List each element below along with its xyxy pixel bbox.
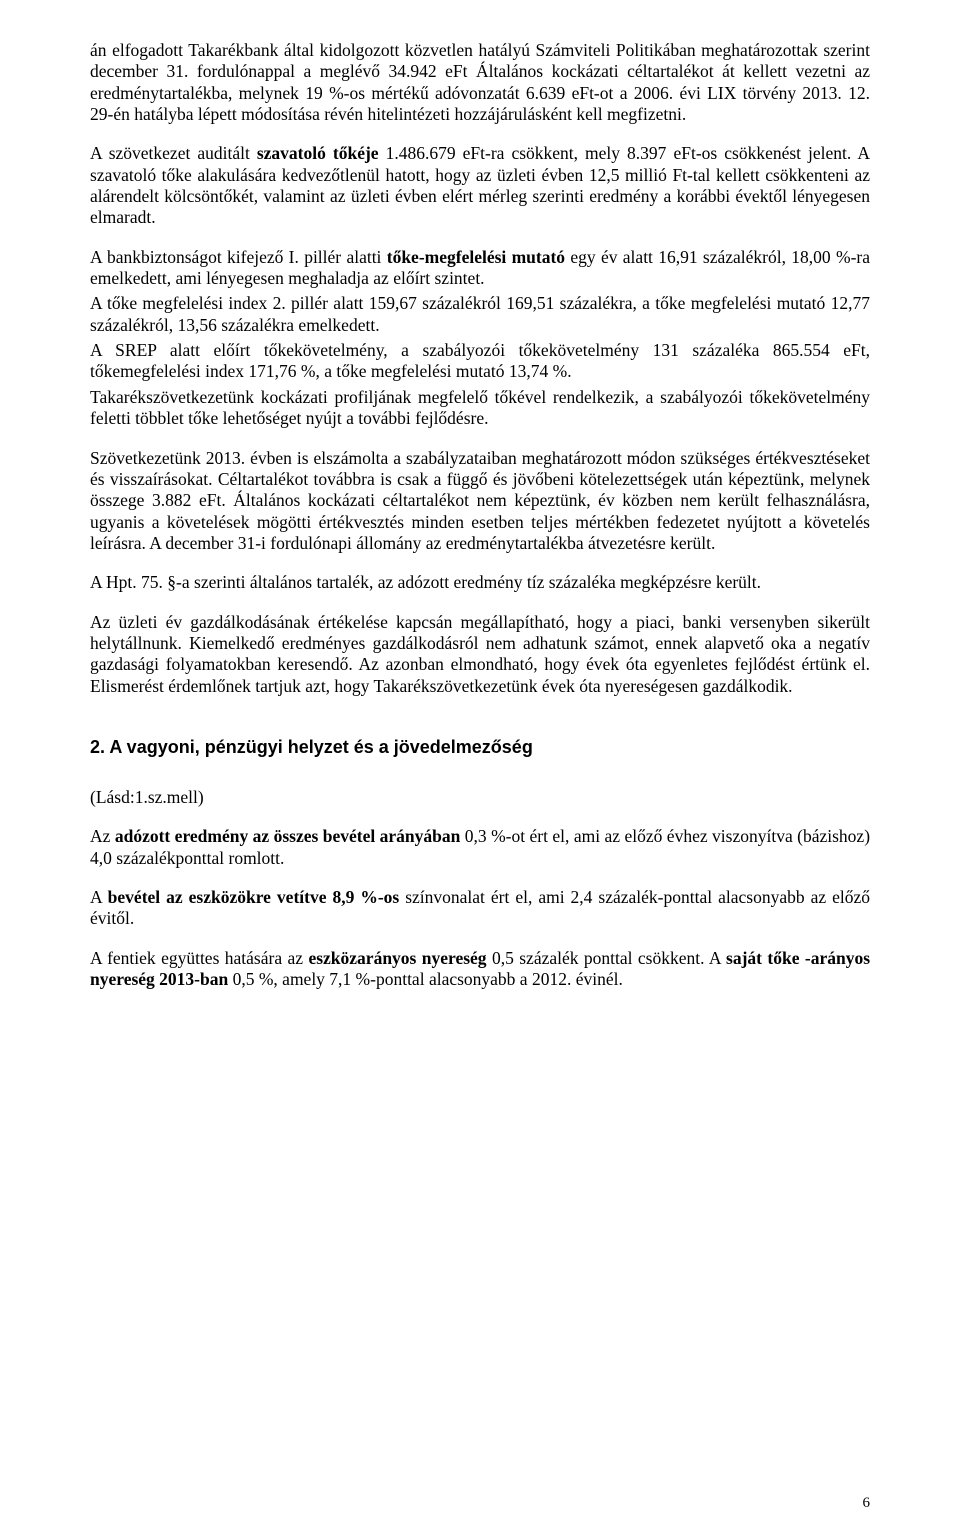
text-run: 0,5 százalék ponttal csökkent. A bbox=[487, 948, 726, 968]
bold-text: adózott eredmény az összes bevétel arány… bbox=[115, 826, 461, 846]
bold-text: bevétel az eszközökre vetítve 8,9 %-os bbox=[108, 887, 400, 907]
paragraph: A fentiek együttes hatására az eszközará… bbox=[90, 948, 870, 991]
paragraph: Az adózott eredmény az összes bevétel ar… bbox=[90, 826, 870, 869]
text-run: 0,5 %, amely 7,1 %-ponttal alacsonyabb a… bbox=[228, 969, 623, 989]
document-page: án elfogadott Takarékbank által kidolgoz… bbox=[0, 0, 960, 1537]
paragraph: A bankbiztonságot kifejező I. pillér ala… bbox=[90, 247, 870, 290]
paragraph: Szövetkezetünk 2013. évben is elszámolta… bbox=[90, 448, 870, 555]
section-heading: 2. A vagyoni, pénzügyi helyzet és a jöve… bbox=[90, 737, 870, 759]
paragraph: A tőke megfelelési index 2. pillér alatt… bbox=[90, 293, 870, 336]
text-run: A fentiek együttes hatására az bbox=[90, 948, 308, 968]
paragraph: A Hpt. 75. §-a szerinti általános tartal… bbox=[90, 572, 870, 593]
page-number: 6 bbox=[863, 1494, 871, 1512]
paragraph: Takarékszövetkezetünk kockázati profiljá… bbox=[90, 387, 870, 430]
bold-text: tőke-megfelelési mutató bbox=[387, 247, 565, 267]
bold-text: eszközarányos nyereség bbox=[308, 948, 486, 968]
paragraph: A bevétel az eszközökre vetítve 8,9 %-os… bbox=[90, 887, 870, 930]
text-run: A szövetkezet auditált bbox=[90, 143, 257, 163]
bold-text: szavatoló tőkéje bbox=[257, 143, 379, 163]
paragraph: (Lásd:1.sz.mell) bbox=[90, 787, 870, 808]
text-run: Az bbox=[90, 826, 115, 846]
paragraph: A SREP alatt előírt tőkekövetelmény, a s… bbox=[90, 340, 870, 383]
text-run: A bankbiztonságot kifejező I. pillér ala… bbox=[90, 247, 387, 267]
paragraph: Az üzleti év gazdálkodásának értékelése … bbox=[90, 612, 870, 697]
text-run: A bbox=[90, 887, 108, 907]
paragraph: án elfogadott Takarékbank által kidolgoz… bbox=[90, 40, 870, 125]
paragraph: A szövetkezet auditált szavatoló tőkéje … bbox=[90, 143, 870, 228]
